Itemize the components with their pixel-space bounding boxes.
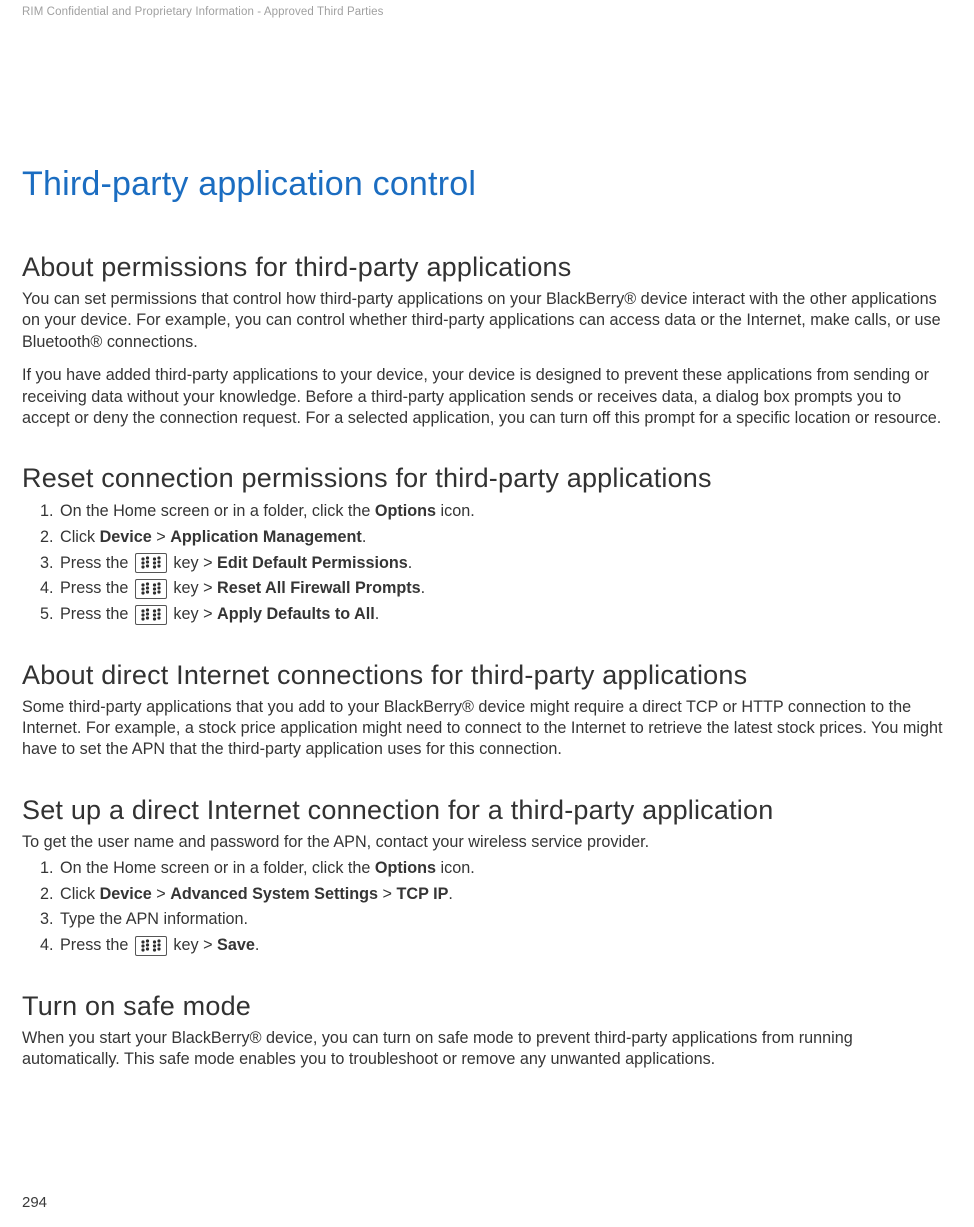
list-item: Press the key > Reset All Firewall Promp… — [58, 577, 952, 600]
list-item: On the Home screen or in a folder, click… — [58, 500, 952, 523]
step-text: > — [152, 528, 170, 546]
step-text: Press the — [60, 579, 133, 597]
step-text: Click — [60, 885, 100, 903]
step-text: . — [362, 528, 367, 546]
para-about-permissions-1: You can set permissions that control how… — [22, 289, 952, 353]
step-text: . — [255, 936, 260, 954]
step-text: . — [421, 579, 426, 597]
menu-key-icon — [135, 553, 167, 573]
step-text: key > — [169, 554, 217, 572]
steps-reset-permissions: On the Home screen or in a folder, click… — [22, 500, 952, 625]
step-text: Press the — [60, 554, 133, 572]
step-text: Press the — [60, 936, 133, 954]
section-safe-mode: Turn on safe mode When you start your Bl… — [22, 991, 952, 1071]
step-bold: Application Management — [170, 528, 362, 546]
section-about-direct: About direct Internet connections for th… — [22, 660, 952, 761]
step-text: key > — [169, 579, 217, 597]
list-item: Click Device > Application Management. — [58, 526, 952, 549]
step-text: icon. — [436, 859, 475, 877]
para-setup-intro: To get the user name and password for th… — [22, 832, 952, 853]
step-bold: Edit Default Permissions — [217, 554, 408, 572]
heading-about-permissions: About permissions for third-party applic… — [22, 252, 952, 283]
step-text: Type the APN information. — [60, 910, 248, 928]
step-bold: Reset All Firewall Prompts — [217, 579, 421, 597]
page-content: Third-party application control About pe… — [22, 0, 952, 1071]
steps-setup-direct: On the Home screen or in a folder, click… — [22, 857, 952, 957]
step-bold: TCP IP — [397, 885, 449, 903]
step-text: On the Home screen or in a folder, click… — [60, 502, 375, 520]
para-safe-mode: When you start your BlackBerry® device, … — [22, 1028, 952, 1071]
step-text: Click — [60, 528, 100, 546]
list-item: Press the key > Save. — [58, 934, 952, 957]
list-item: Click Device > Advanced System Settings … — [58, 883, 952, 906]
heading-safe-mode: Turn on safe mode — [22, 991, 952, 1022]
step-text: > — [152, 885, 170, 903]
list-item: Press the key > Edit Default Permissions… — [58, 552, 952, 575]
step-bold: Apply Defaults to All — [217, 605, 375, 623]
step-text: . — [448, 885, 453, 903]
step-text: On the Home screen or in a folder, click… — [60, 859, 375, 877]
step-text: key > — [169, 936, 217, 954]
menu-key-icon — [135, 605, 167, 625]
para-about-direct: Some third-party applications that you a… — [22, 697, 952, 761]
menu-key-icon — [135, 936, 167, 956]
step-bold: Device — [100, 528, 152, 546]
step-bold: Save — [217, 936, 255, 954]
step-text: key > — [169, 605, 217, 623]
section-reset-permissions: Reset connection permissions for third-p… — [22, 463, 952, 625]
step-bold: Device — [100, 885, 152, 903]
list-item: On the Home screen or in a folder, click… — [58, 857, 952, 880]
page-title: Third-party application control — [22, 165, 952, 204]
heading-about-direct: About direct Internet connections for th… — [22, 660, 952, 691]
confidential-header: RIM Confidential and Proprietary Informa… — [22, 6, 383, 18]
heading-reset-permissions: Reset connection permissions for third-p… — [22, 463, 952, 494]
section-setup-direct: Set up a direct Internet connection for … — [22, 795, 952, 957]
step-text: icon. — [436, 502, 475, 520]
section-about-permissions: About permissions for third-party applic… — [22, 252, 952, 429]
step-bold: Options — [375, 502, 436, 520]
heading-setup-direct: Set up a direct Internet connection for … — [22, 795, 952, 826]
para-about-permissions-2: If you have added third-party applicatio… — [22, 365, 952, 429]
step-text: . — [408, 554, 413, 572]
menu-key-icon — [135, 579, 167, 599]
list-item: Type the APN information. — [58, 908, 952, 931]
step-bold: Advanced System Settings — [170, 885, 378, 903]
step-text: > — [378, 885, 396, 903]
step-text: Press the — [60, 605, 133, 623]
step-bold: Options — [375, 859, 436, 877]
step-text: . — [375, 605, 380, 623]
page-number: 294 — [22, 1194, 47, 1211]
list-item: Press the key > Apply Defaults to All. — [58, 603, 952, 626]
